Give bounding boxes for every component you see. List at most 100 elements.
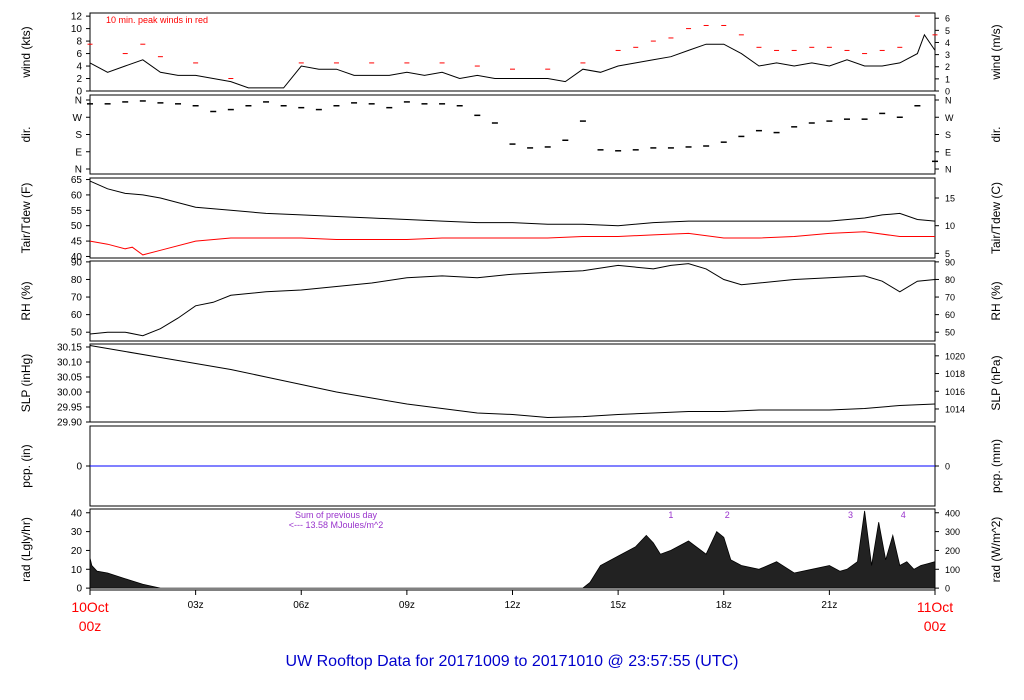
ylabel-right-temp: Tair/Tdew (C)	[989, 182, 1003, 254]
rad-annotation-line1: Sum of previous day	[295, 510, 378, 520]
left-tick-label-rh: 70	[71, 293, 83, 304]
right-tick-label-slp: 1018	[945, 369, 965, 379]
x-tick-label-date: 11Oct	[917, 599, 953, 615]
left-tick-label-slp: 29.90	[57, 418, 82, 429]
right-tick-label-dir: S	[945, 130, 951, 140]
rad-marker-4: 4	[901, 510, 906, 520]
left-tick-label-dir: N	[75, 96, 82, 107]
right-tick-label-temp: 10	[945, 221, 955, 231]
x-tick-label: 21z	[821, 600, 837, 611]
right-tick-label-slp: 1016	[945, 387, 965, 397]
ylabel-right-wind: wind (m/s)	[989, 24, 1003, 80]
right-tick-label-rad: 0	[945, 584, 950, 594]
right-tick-label-wind: 2	[945, 62, 950, 72]
rad-marker-2: 2	[725, 510, 730, 520]
left-tick-label-dir: E	[75, 147, 82, 158]
left-tick-label-pcp: 0	[76, 462, 82, 473]
right-tick-label-rad: 400	[945, 508, 960, 518]
left-tick-label-temp: 65	[71, 175, 83, 186]
right-tick-label-wind: 3	[945, 50, 950, 60]
left-tick-label-rh: 60	[71, 310, 83, 321]
series-SLP	[90, 346, 935, 418]
left-tick-label-slp: 30.00	[57, 388, 82, 399]
left-tick-label-rad: 10	[71, 565, 83, 576]
x-tick-label-hour: 00z	[924, 618, 947, 634]
panel-frame-dir	[90, 95, 935, 174]
rad-marker-1: 1	[668, 510, 673, 520]
left-tick-label-wind: 12	[71, 12, 83, 23]
x-tick-label-hour: 00z	[79, 618, 102, 634]
left-tick-label-dir: S	[75, 130, 82, 141]
x-tick-label: 03z	[188, 600, 204, 611]
left-tick-label-slp: 30.15	[57, 343, 82, 354]
x-tick-label: 09z	[399, 600, 415, 611]
series-Tair	[90, 181, 935, 226]
right-tick-label-rad: 100	[945, 565, 960, 575]
left-tick-label-wind: 8	[76, 37, 82, 48]
ylabel-pcp: pcp. (in)	[19, 444, 33, 487]
right-tick-label-slp: 1014	[945, 404, 965, 414]
ylabel-rad: rad (Lgly/hr)	[19, 517, 33, 582]
right-tick-label-dir: N	[945, 96, 952, 106]
series-wind	[90, 35, 935, 88]
right-tick-label-rad: 300	[945, 527, 960, 537]
x-tick-label: 12z	[504, 600, 520, 611]
series-radiation	[90, 511, 935, 588]
left-tick-label-rh: 90	[71, 257, 83, 268]
series-Tdew	[90, 232, 935, 255]
ylabel-right-dir: dir.	[989, 126, 1003, 142]
left-tick-label-dir: W	[73, 113, 83, 124]
right-tick-label-rh: 60	[945, 310, 955, 320]
left-tick-label-rad: 20	[71, 546, 83, 557]
right-tick-label-dir: E	[945, 147, 951, 157]
x-tick-label-date: 10Oct	[71, 599, 108, 615]
left-tick-label-rad: 30	[71, 527, 83, 538]
x-tick-label: 06z	[293, 600, 309, 611]
left-tick-label-slp: 30.05	[57, 373, 82, 384]
ylabel-right-rh: RH (%)	[989, 281, 1003, 320]
ylabel-wind: wind (kts)	[19, 26, 33, 78]
right-tick-label-dir: N	[945, 165, 952, 175]
right-tick-label-rh: 90	[945, 257, 955, 267]
left-tick-label-rad: 0	[76, 584, 82, 595]
left-tick-label-temp: 60	[71, 190, 83, 201]
right-tick-label-rad: 200	[945, 546, 960, 556]
ylabel-rh: RH (%)	[19, 281, 33, 320]
ylabel-slp: SLP (inHg)	[19, 354, 33, 412]
left-tick-label-temp: 45	[71, 237, 83, 248]
panel-frame-temp	[90, 178, 935, 258]
ylabel-right-slp: SLP (hPa)	[989, 355, 1003, 410]
left-tick-label-dir: N	[75, 165, 82, 176]
right-tick-label-rh: 80	[945, 275, 955, 285]
left-tick-label-wind: 2	[76, 74, 82, 85]
left-tick-label-wind: 6	[76, 49, 82, 60]
left-tick-label-slp: 30.10	[57, 358, 82, 369]
left-tick-label-wind: 10	[71, 24, 83, 35]
ylabel-right-rad: rad (W/m^2)	[989, 517, 1003, 583]
left-tick-label-temp: 55	[71, 206, 83, 217]
left-tick-label-wind: 4	[76, 62, 82, 73]
left-tick-label-temp: 50	[71, 221, 83, 232]
right-tick-label-slp: 1020	[945, 351, 965, 361]
x-tick-label: 15z	[610, 600, 626, 611]
chart-title: UW Rooftop Data for 20171009 to 20171010…	[286, 653, 739, 670]
rad-annotation-line2: <--- 13.58 MJoules/m^2	[289, 520, 384, 530]
ylabel-right-pcp: pcp. (mm)	[989, 439, 1003, 493]
left-tick-label-slp: 29.95	[57, 403, 82, 414]
right-tick-label-rh: 70	[945, 293, 955, 303]
right-tick-label-wind: 1	[945, 74, 950, 84]
series-RH	[90, 264, 935, 336]
x-tick-label: 18z	[716, 600, 732, 611]
right-tick-label-pcp: 0	[945, 462, 950, 472]
right-tick-label-temp: 15	[945, 194, 955, 204]
annotation-wind: 10 min. peak winds in red	[106, 15, 208, 25]
rad-marker-3: 3	[848, 510, 853, 520]
left-tick-label-rh: 50	[71, 328, 83, 339]
left-tick-label-rh: 80	[71, 275, 83, 286]
ylabel-temp: Tair/Tdew (F)	[19, 183, 33, 254]
ylabel-dir: dir.	[19, 126, 33, 142]
right-tick-label-dir: W	[945, 113, 954, 123]
left-tick-label-rad: 40	[71, 508, 83, 519]
right-tick-label-wind: 5	[945, 26, 950, 36]
